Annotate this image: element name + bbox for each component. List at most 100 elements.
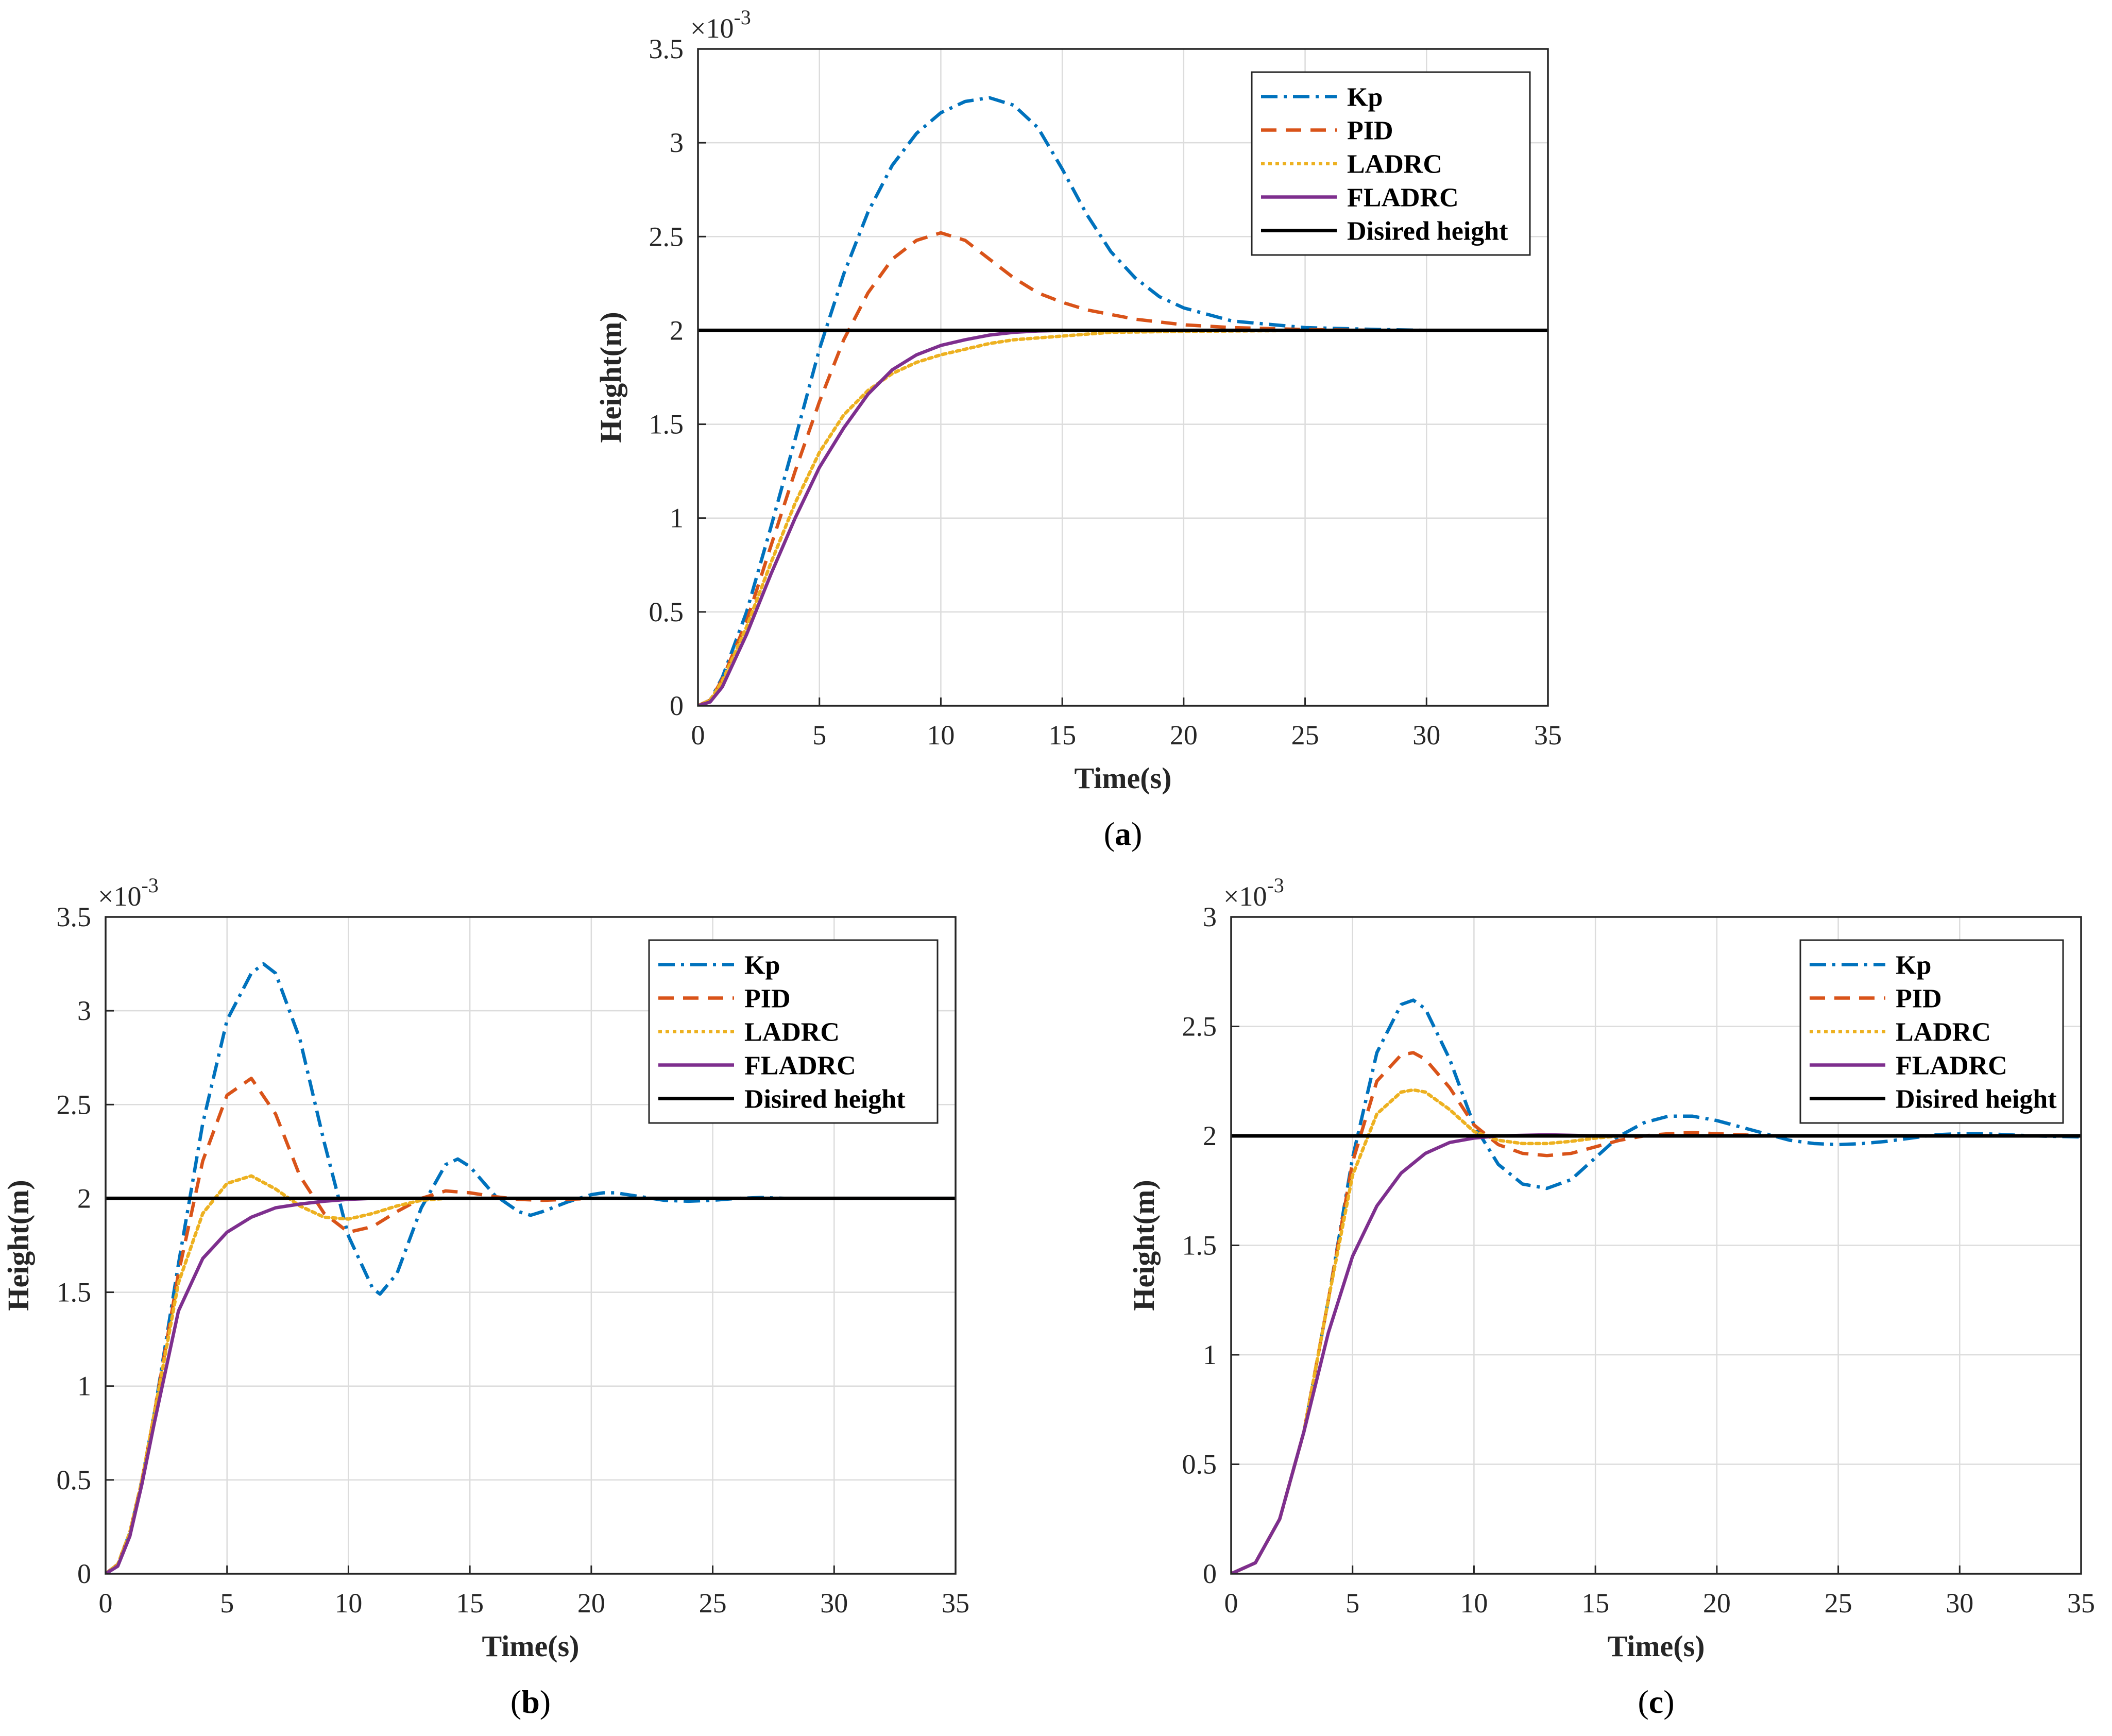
axes-box xyxy=(697,48,1549,707)
x-tick-label: 20 xyxy=(1170,720,1198,751)
legend-label-ladrc: LADRC xyxy=(1347,150,1442,179)
legend-label-kp: Kp xyxy=(1896,951,1931,980)
x-tick-label: 35 xyxy=(2067,1588,2095,1619)
x-tick-label: 20 xyxy=(577,1588,605,1619)
y-axis-label: Height(m) xyxy=(594,312,627,443)
exponent-label: ×10-3 xyxy=(690,6,751,44)
x-tick-label: 25 xyxy=(699,1588,727,1619)
y-axis-label: Height(m) xyxy=(2,1180,35,1311)
exponent-base: ×10 xyxy=(1223,881,1267,912)
x-tick-label: 30 xyxy=(1946,1588,1973,1619)
y-tick-label: 2 xyxy=(1203,1120,1217,1151)
series-line-ladrc xyxy=(698,329,1548,706)
legend: Kp PID LADRC FLADRC Disired height xyxy=(1799,939,2064,1124)
panel-caption: (b) xyxy=(510,1683,551,1720)
exponent-label: ×10-3 xyxy=(1223,874,1284,912)
y-tick-label: 1.5 xyxy=(57,1277,92,1308)
x-tick-label: 0 xyxy=(99,1588,113,1619)
exponent-power: -3 xyxy=(1267,874,1284,897)
series-line-kp xyxy=(698,96,1548,706)
axes-box xyxy=(105,916,957,1575)
legend-label-desired: Disired height xyxy=(1347,217,1508,246)
x-tick-label: 25 xyxy=(1825,1588,1852,1619)
exponent-power: -3 xyxy=(141,874,158,897)
y-tick-label: 2 xyxy=(77,1183,91,1214)
caption-letter: c xyxy=(1649,1683,1663,1720)
series-group xyxy=(698,96,1548,706)
caption-letter: b xyxy=(521,1683,540,1720)
panel-caption: (a) xyxy=(1104,815,1143,852)
exponent-base: ×10 xyxy=(690,13,734,44)
x-tick-label: 15 xyxy=(1581,1588,1609,1619)
legend-label-desired: Disired height xyxy=(744,1085,906,1114)
y-tick-label: 2 xyxy=(670,315,684,346)
axes-box xyxy=(1230,916,2082,1575)
series-group xyxy=(106,962,956,1574)
y-axis-label: Height(m) xyxy=(1127,1180,1161,1311)
x-tick-label: 20 xyxy=(1703,1588,1731,1619)
series-line-pid xyxy=(698,231,1548,706)
chart-panel-c: 0 5 10 15 20 25 30 35 0 0.5 1 1.5 2 2.5 3×10-3 Time(s) H… xyxy=(1127,874,2095,1720)
legend-label-fladrc: FLADRC xyxy=(1896,1051,2007,1081)
y-tick-label: 0.5 xyxy=(649,597,684,627)
caption-close-paren: ) xyxy=(1663,1683,1674,1720)
y-tick-label: 3.5 xyxy=(649,33,684,64)
y-tick-label: 0.5 xyxy=(57,1465,92,1495)
caption-letter: a xyxy=(1115,815,1131,852)
x-tick-label: 10 xyxy=(1460,1588,1488,1619)
x-tick-label: 5 xyxy=(812,720,826,751)
y-tick-label: 2.5 xyxy=(649,221,684,252)
x-tick-label: 30 xyxy=(820,1588,848,1619)
x-axis-label: Time(s) xyxy=(1607,1629,1705,1663)
legend-label-kp: Kp xyxy=(744,951,780,980)
x-tick-label: 5 xyxy=(220,1588,234,1619)
chart-panel-b: 0 5 10 15 20 25 30 35 0 0.5 1 1.5 2 2.5 3 3.5×10-3 Time(… xyxy=(2,874,969,1720)
chart-panel-a: 0 5 10 15 20 25 30 35 0 0.5 1 1.5 2 2.5 3 3.5×10-3 Time(… xyxy=(594,6,1562,852)
x-tick-label: 35 xyxy=(1534,720,1562,751)
caption-open-paren: ( xyxy=(1638,1683,1648,1720)
series-line-kp xyxy=(106,962,956,1574)
y-tick-label: 1 xyxy=(77,1371,91,1402)
y-tick-label: 0 xyxy=(77,1558,91,1589)
x-tick-label: 10 xyxy=(334,1588,362,1619)
legend-label-desired: Disired height xyxy=(1896,1085,2057,1114)
legend-label-ladrc: LADRC xyxy=(1896,1018,1991,1047)
legend-box xyxy=(1799,939,2064,1124)
x-tick-label: 0 xyxy=(1224,1588,1238,1619)
x-axis-label: Time(s) xyxy=(482,1629,579,1663)
panel-caption: (c) xyxy=(1638,1683,1674,1720)
y-tick-label: 3 xyxy=(1203,901,1217,932)
x-tick-label: 15 xyxy=(456,1588,484,1619)
exponent-label: ×10-3 xyxy=(98,874,159,912)
exponent-base: ×10 xyxy=(98,881,141,912)
x-tick-label: 35 xyxy=(942,1588,969,1619)
legend-label-pid: PID xyxy=(744,984,791,1014)
legend-label-kp: Kp xyxy=(1347,83,1383,112)
y-tick-label: 0 xyxy=(1203,1558,1217,1589)
y-tick-label: 3.5 xyxy=(57,901,92,932)
caption-open-paren: ( xyxy=(1104,815,1115,852)
y-tick-label: 1.5 xyxy=(649,409,684,440)
y-tick-label: 0 xyxy=(670,690,684,721)
y-tick-label: 3 xyxy=(670,127,684,158)
x-tick-label: 30 xyxy=(1412,720,1440,751)
legend: Kp PID LADRC FLADRC Disired height xyxy=(648,939,939,1124)
caption-close-paren: ) xyxy=(1131,815,1142,852)
caption-open-paren: ( xyxy=(510,1683,521,1720)
x-tick-label: 25 xyxy=(1291,720,1319,751)
legend-label-fladrc: FLADRC xyxy=(1347,183,1459,213)
x-tick-label: 5 xyxy=(1345,1588,1359,1619)
x-axis-label: Time(s) xyxy=(1074,761,1171,795)
caption-close-paren: ) xyxy=(540,1683,551,1720)
y-tick-label: 2.5 xyxy=(1182,1011,1217,1042)
x-tick-label: 15 xyxy=(1048,720,1076,751)
legend-label-pid: PID xyxy=(1347,116,1393,146)
y-tick-label: 3 xyxy=(77,995,91,1026)
x-tick-label: 0 xyxy=(691,720,705,751)
legend-label-fladrc: FLADRC xyxy=(744,1051,856,1081)
y-tick-label: 1 xyxy=(670,503,684,534)
y-tick-label: 0.5 xyxy=(1182,1449,1217,1480)
y-tick-label: 1 xyxy=(1203,1339,1217,1370)
exponent-power: -3 xyxy=(734,6,751,29)
